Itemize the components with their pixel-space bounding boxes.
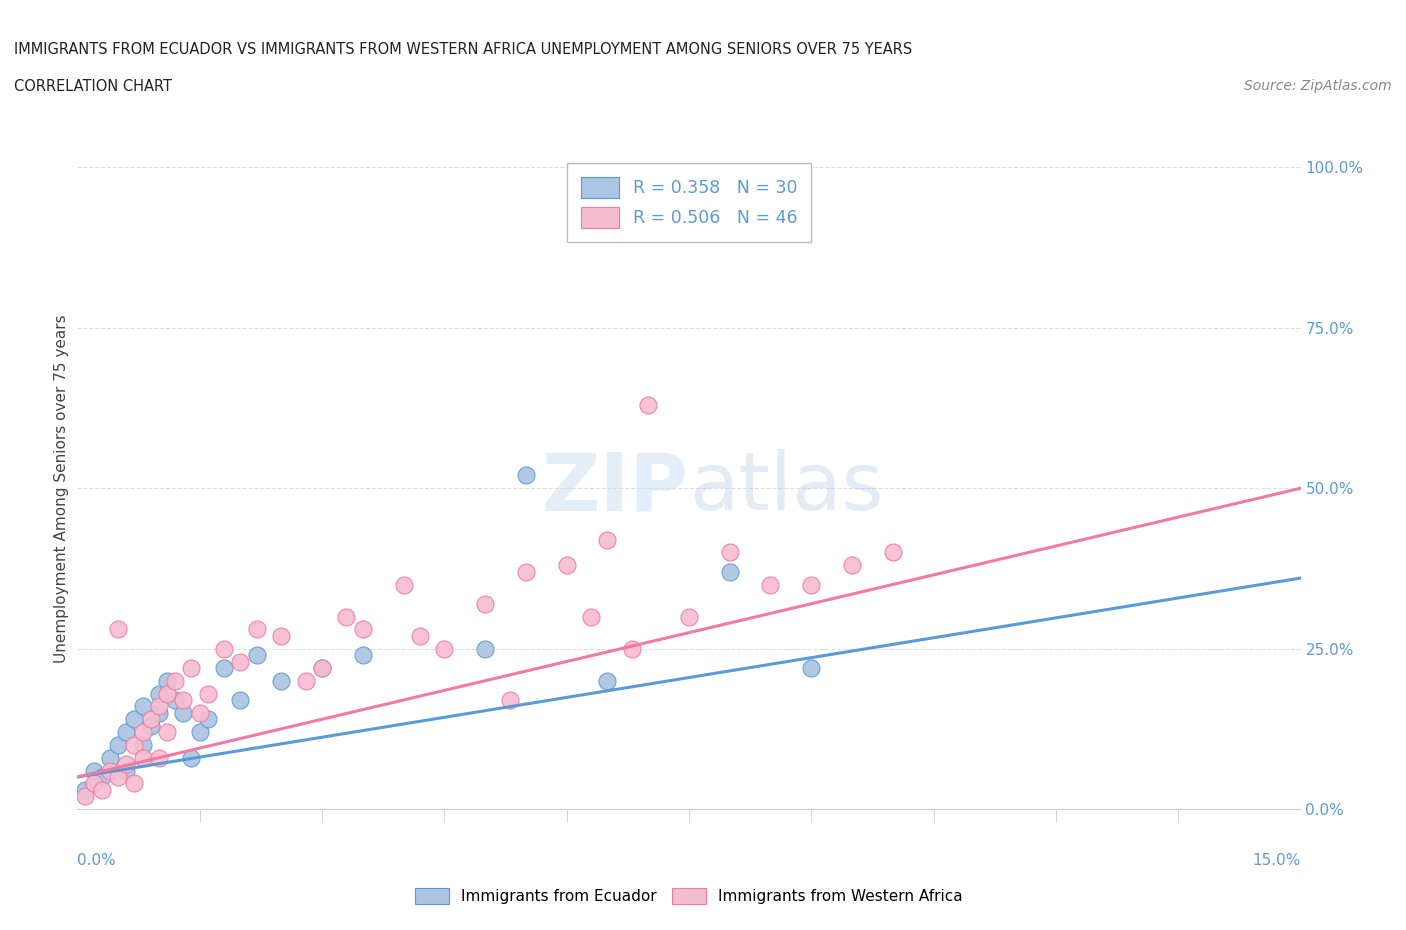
Point xyxy=(409,629,432,644)
Point xyxy=(270,629,292,644)
Point xyxy=(139,718,162,733)
Point xyxy=(172,705,194,720)
Point xyxy=(180,751,202,765)
Point xyxy=(596,673,619,688)
Point xyxy=(107,622,129,637)
Text: IMMIGRANTS FROM ECUADOR VS IMMIGRANTS FROM WESTERN AFRICA UNEMPLOYMENT AMONG SEN: IMMIGRANTS FROM ECUADOR VS IMMIGRANTS FR… xyxy=(14,42,912,57)
Point xyxy=(156,724,179,739)
Point xyxy=(800,660,823,675)
Point xyxy=(115,724,138,739)
Point xyxy=(156,673,179,688)
Point xyxy=(107,770,129,785)
Point xyxy=(90,782,112,797)
Point xyxy=(75,782,97,797)
Point xyxy=(474,596,496,611)
Point xyxy=(555,558,578,573)
Point xyxy=(352,622,374,637)
Y-axis label: Unemployment Among Seniors over 75 years: Unemployment Among Seniors over 75 years xyxy=(53,314,69,662)
Point xyxy=(131,699,153,714)
Point xyxy=(139,711,162,726)
Point xyxy=(246,647,269,662)
Point xyxy=(515,565,537,579)
Point xyxy=(188,705,211,720)
Point xyxy=(107,737,129,752)
Point xyxy=(148,705,170,720)
Point xyxy=(180,660,202,675)
Legend: R = 0.358   N = 30, R = 0.506   N = 46: R = 0.358 N = 30, R = 0.506 N = 46 xyxy=(567,164,811,242)
Point xyxy=(392,577,415,592)
Point xyxy=(115,764,138,778)
Point xyxy=(172,693,194,708)
Point xyxy=(637,397,659,412)
Point xyxy=(197,711,219,726)
Point xyxy=(131,724,153,739)
Point xyxy=(124,737,146,752)
Point xyxy=(335,609,357,624)
Point xyxy=(212,660,235,675)
Point xyxy=(352,647,374,662)
Point xyxy=(124,711,146,726)
Point xyxy=(75,789,97,804)
Point xyxy=(841,558,863,573)
Text: 15.0%: 15.0% xyxy=(1253,853,1301,868)
Point xyxy=(229,654,252,669)
Point xyxy=(131,737,153,752)
Point xyxy=(148,686,170,701)
Point xyxy=(98,764,121,778)
Point xyxy=(498,693,520,708)
Point xyxy=(800,577,823,592)
Point xyxy=(229,693,252,708)
Text: atlas: atlas xyxy=(689,449,883,527)
Point xyxy=(131,751,153,765)
Point xyxy=(124,776,146,790)
Point xyxy=(115,757,138,772)
Point xyxy=(718,565,741,579)
Text: 0.0%: 0.0% xyxy=(77,853,117,868)
Point xyxy=(596,532,619,547)
Point xyxy=(678,609,700,624)
Point xyxy=(515,468,537,483)
Point xyxy=(474,642,496,657)
Point xyxy=(148,699,170,714)
Point xyxy=(156,686,179,701)
Point xyxy=(311,660,333,675)
Point xyxy=(188,724,211,739)
Point xyxy=(433,642,456,657)
Point xyxy=(294,673,316,688)
Point xyxy=(579,609,602,624)
Point xyxy=(90,770,112,785)
Point xyxy=(620,642,643,657)
Point xyxy=(718,545,741,560)
Point xyxy=(759,577,782,592)
Point xyxy=(270,673,292,688)
Text: Source: ZipAtlas.com: Source: ZipAtlas.com xyxy=(1244,79,1392,93)
Text: ZIP: ZIP xyxy=(541,449,689,527)
Text: CORRELATION CHART: CORRELATION CHART xyxy=(14,79,172,94)
Point xyxy=(311,660,333,675)
Point xyxy=(246,622,269,637)
Point xyxy=(165,673,187,688)
Point xyxy=(212,642,235,657)
Point xyxy=(882,545,904,560)
Point xyxy=(197,686,219,701)
Point xyxy=(83,776,105,790)
Point xyxy=(83,764,105,778)
Point xyxy=(165,693,187,708)
Point xyxy=(148,751,170,765)
Point xyxy=(98,751,121,765)
